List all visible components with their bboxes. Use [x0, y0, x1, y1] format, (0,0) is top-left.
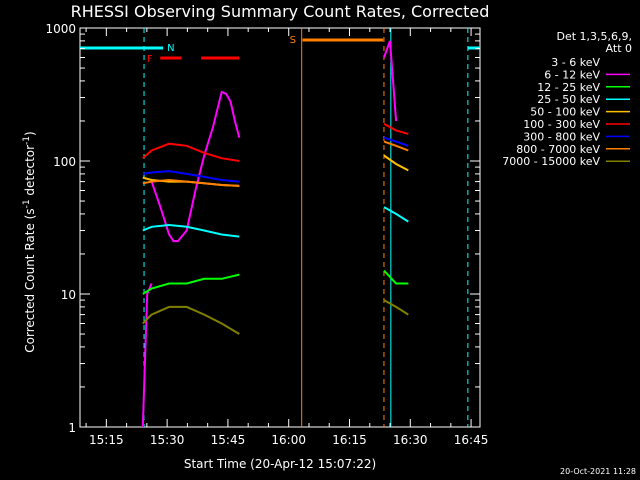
series-3 — [142, 206, 409, 238]
y-tick-label: 10 — [61, 288, 76, 302]
y-tick-label: 100 — [53, 155, 76, 169]
series-8 — [142, 299, 409, 335]
series-2 — [142, 269, 409, 295]
legend-entry-label: 6 - 12 keV — [544, 68, 600, 81]
flare-flag-label: F — [147, 54, 153, 65]
legend-entry-label: 3 - 6 keV — [551, 56, 600, 69]
series-line — [383, 206, 409, 223]
legend-entry-label: 50 - 100 keV — [530, 106, 600, 119]
y-tick-label: 1000 — [45, 22, 76, 36]
chart-title: RHESSI Observing Summary Count Rates, Co… — [71, 2, 490, 21]
legend-header: Att 0 — [606, 42, 632, 55]
legend-entry-label: 300 - 800 keV — [523, 130, 600, 143]
x-tick-label: 16:45 — [454, 433, 489, 447]
y-axis-label: Corrected Count Rate (s-1 detector-1) — [22, 131, 37, 352]
x-tick-label: 16:15 — [332, 433, 367, 447]
night-flag-label: N — [167, 43, 174, 54]
series-line — [141, 283, 153, 428]
series-line — [150, 90, 241, 243]
x-tick-label: 15:30 — [150, 433, 185, 447]
series-line — [383, 154, 409, 172]
x-tick-label: 16:00 — [271, 433, 306, 447]
series-line — [383, 140, 409, 152]
x-axis-label: Start Time (20-Apr-12 15:07:22) — [184, 457, 376, 471]
series-line — [383, 269, 409, 285]
series-line — [142, 170, 240, 183]
timestamp: 20-Oct-2021 11:28 — [560, 467, 636, 476]
series-line — [142, 273, 240, 295]
series-5 — [142, 123, 409, 162]
x-tick-label: 15:45 — [211, 433, 246, 447]
x-tick-label: 16:30 — [393, 433, 428, 447]
x-tick-label: 15:15 — [89, 433, 124, 447]
legend-entry-label: 800 - 7000 keV — [516, 143, 600, 156]
legend-entry-label: 25 - 50 keV — [537, 93, 600, 106]
plot-frame — [79, 27, 481, 428]
series-line — [142, 142, 240, 162]
series-line — [383, 299, 409, 316]
series-line — [383, 123, 409, 135]
series-7 — [142, 140, 409, 187]
x-axis-ticks: 15:15 15:30 15:45 16:00 16:15 16:30 16:45 — [85, 28, 489, 447]
saa-flag-label: S — [290, 35, 296, 46]
series-line — [142, 178, 240, 187]
series-line — [142, 305, 240, 335]
legend-entry-label: 12 - 25 keV — [537, 81, 600, 94]
legend-entry-label: 100 - 300 keV — [523, 118, 600, 131]
legend-entry-label: 7000 - 15000 keV — [502, 155, 600, 168]
series-line — [383, 40, 398, 122]
plot-area: N F S — [79, 27, 481, 428]
y-tick-label: 1 — [68, 421, 76, 435]
series-6 — [142, 136, 409, 183]
legend-header: Det 1,3,5,6,9, — [556, 30, 632, 43]
series-0 — [141, 104, 241, 428]
series-line — [383, 136, 409, 147]
series-1 — [141, 40, 398, 428]
series-line — [142, 223, 240, 238]
series-line — [151, 104, 241, 203]
y-axis-ticks: 1 10 100 1000 — [45, 22, 480, 435]
